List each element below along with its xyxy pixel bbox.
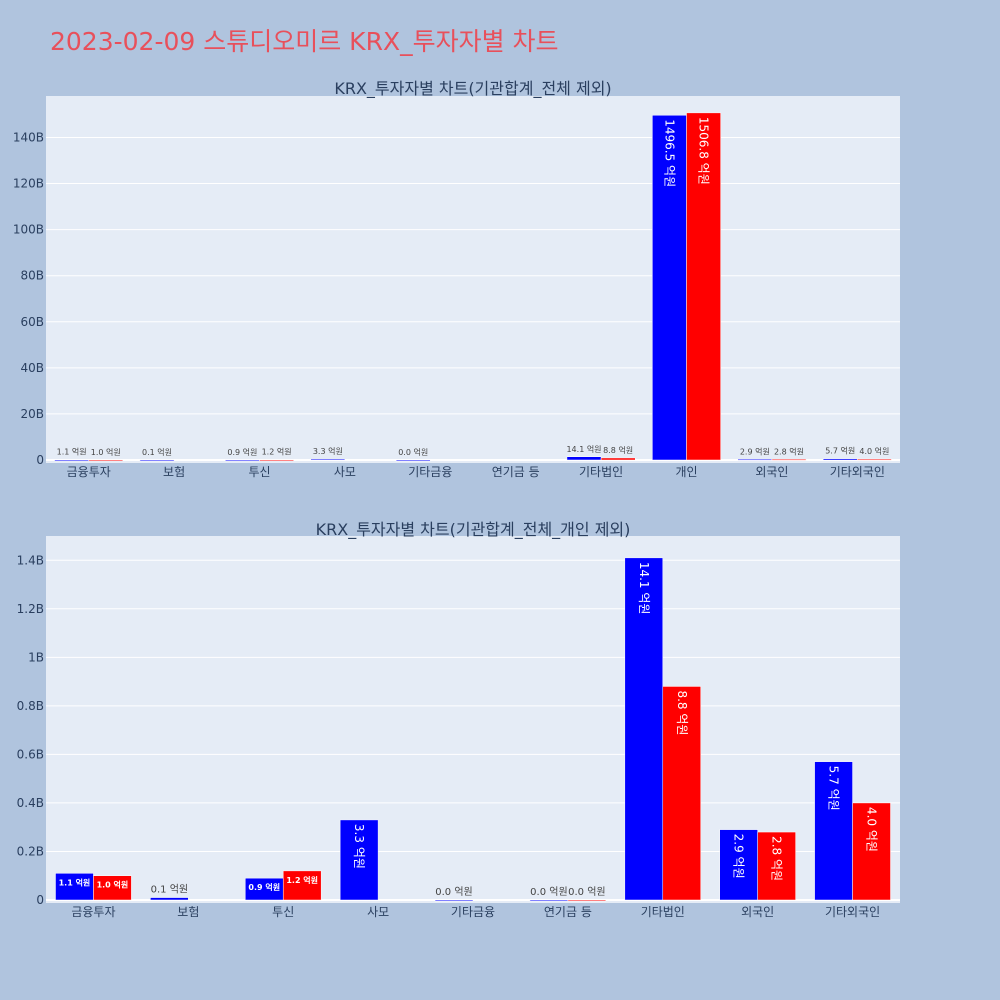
y-tick-label: 0.8B <box>17 699 44 713</box>
bar-sell <box>852 802 891 901</box>
bar-buy <box>150 897 189 901</box>
data-label: 1.1 억원 <box>57 447 87 457</box>
data-label: 0.1 억원 <box>151 884 188 896</box>
data-label: 2.8 억원 <box>770 836 784 881</box>
bar-buy <box>566 456 602 461</box>
data-label: 4.0 억원 <box>859 446 889 456</box>
bar-sell <box>857 458 892 461</box>
data-label: 1.1 억원 <box>59 877 91 887</box>
x-tick-label: 개인 <box>675 465 697 479</box>
data-label: 5.7 억원 <box>827 766 841 811</box>
x-tick-label: 외국인 <box>755 465 788 479</box>
plot-area-1 <box>46 96 900 463</box>
bar-buy <box>529 899 569 902</box>
data-label: 0.9 억원 <box>248 882 280 892</box>
y-tick-label: 0.4B <box>17 796 44 810</box>
bar-sell <box>93 875 132 901</box>
data-label: 3.3 억원 <box>352 824 366 869</box>
y-tick-label: 0 <box>36 893 44 907</box>
y-tick-label: 1.2B <box>17 602 44 616</box>
data-label: 2.9 억원 <box>732 834 746 879</box>
y-tick-label: 40B <box>20 361 44 375</box>
bar-buy <box>814 761 853 901</box>
x-tick-label: 투신 <box>272 905 294 919</box>
bar-sell <box>686 112 721 461</box>
bar-sell <box>600 457 636 461</box>
bar-sell <box>567 899 607 902</box>
x-tick-label: 기타금융 <box>451 905 495 919</box>
data-label: 3.3 억원 <box>313 446 343 456</box>
x-tick-label: 연기금 등 <box>544 905 592 919</box>
bar-buy <box>139 459 175 462</box>
page-title: 2023-02-09 스튜디오미르 KRX_투자자별 차트 <box>50 27 559 56</box>
x-tick-label: 기타외국인 <box>825 905 880 919</box>
bar-sell <box>662 686 701 901</box>
y-tick-label: 140B <box>13 130 44 144</box>
y-tick-label: 120B <box>13 177 44 191</box>
y-tick-label: 1B <box>28 650 44 664</box>
bar-buy <box>822 458 858 461</box>
data-label: 1.0 억원 <box>91 447 121 457</box>
y-tick-label: 20B <box>20 407 44 421</box>
x-tick-label: 금융투자 <box>71 905 115 919</box>
data-label: 14.1 억원 <box>566 444 601 454</box>
bar-buy <box>652 114 687 461</box>
data-label: 2.9 억원 <box>740 446 770 456</box>
y-tick-label: 1.4B <box>17 553 44 567</box>
x-tick-label: 기타외국인 <box>830 465 885 479</box>
x-tick-label: 금융투자 <box>67 465 111 479</box>
bar-buy <box>54 459 89 461</box>
x-tick-label: 투신 <box>248 465 270 479</box>
bar-sell <box>282 870 322 901</box>
y-tick-label: 0.6B <box>17 747 44 761</box>
x-tick-label: 기타법인 <box>579 465 623 479</box>
data-label: 0.0 억원 <box>530 886 567 898</box>
bar-buy <box>395 459 431 462</box>
bar-sell <box>259 459 294 461</box>
bar-buy <box>310 458 346 461</box>
bar-sell <box>757 831 796 901</box>
chart-title: KRX_투자자별 차트(기관합계_전체 제외) <box>334 79 611 99</box>
data-label: 0.0 억원 <box>398 447 428 457</box>
bar-buy <box>339 819 379 901</box>
data-label: 8.8 억원 <box>675 690 689 735</box>
data-label: 1.2 억원 <box>262 447 292 457</box>
bar-buy <box>719 829 758 901</box>
y-tick-label: 60B <box>20 315 44 329</box>
x-tick-label: 기타금융 <box>408 465 452 479</box>
data-label: 1506.8 억원 <box>697 117 711 185</box>
y-tick-label: 100B <box>13 223 44 237</box>
y-tick-label: 0 <box>36 453 44 467</box>
data-label: 1.2 억원 <box>286 875 318 885</box>
bar-sell <box>88 459 124 462</box>
chart-title: KRX_투자자별 차트(기관합계_전체_개인 제외) <box>316 520 631 540</box>
bar-buy <box>55 873 94 901</box>
data-label: 0.9 억원 <box>227 447 257 457</box>
x-tick-label: 연기금 등 <box>492 465 540 479</box>
bar-buy <box>434 899 474 902</box>
data-label: 1.0 억원 <box>97 880 129 890</box>
x-tick-label: 사모 <box>334 465 356 479</box>
data-label: 4.0 억원 <box>865 807 879 852</box>
data-label: 1496.5 억원 <box>662 119 676 187</box>
bar-buy <box>624 557 664 901</box>
bar-buy <box>737 459 773 461</box>
bar-sell <box>771 459 807 461</box>
data-label: 14.1 억원 <box>637 562 651 615</box>
bar-buy <box>225 459 260 462</box>
x-tick-label: 기타법인 <box>641 905 685 919</box>
y-tick-label: 0.2B <box>17 844 44 858</box>
y-tick-label: 80B <box>20 269 44 283</box>
data-label: 0.0 억원 <box>568 886 605 898</box>
data-label: 5.7 억원 <box>825 446 855 456</box>
data-label: 0.0 억원 <box>435 886 472 898</box>
x-tick-label: 보험 <box>177 905 199 919</box>
data-label: 8.8 억원 <box>603 445 633 455</box>
x-tick-label: 보험 <box>163 465 185 479</box>
data-label: 2.8 억원 <box>774 446 804 456</box>
data-label: 0.1 억원 <box>142 447 172 457</box>
x-tick-label: 사모 <box>367 905 389 919</box>
x-tick-label: 외국인 <box>741 905 774 919</box>
